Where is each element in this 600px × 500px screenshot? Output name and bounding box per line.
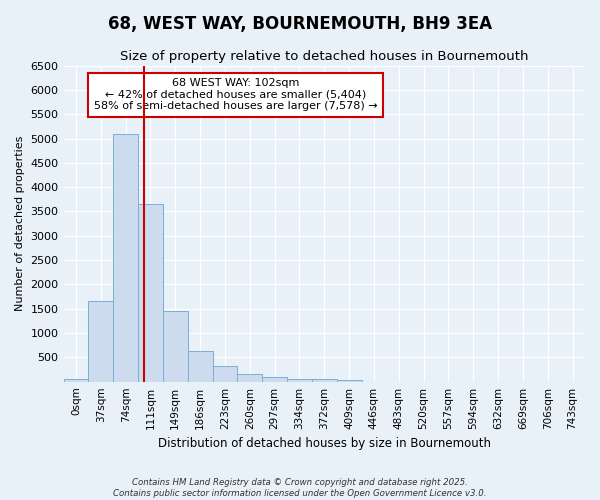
Bar	[138, 204, 163, 382]
Text: 68 WEST WAY: 102sqm
← 42% of detached houses are smaller (5,404)
58% of semi-det: 68 WEST WAY: 102sqm ← 42% of detached ho…	[94, 78, 377, 112]
Text: Contains HM Land Registry data © Crown copyright and database right 2025.
Contai: Contains HM Land Registry data © Crown c…	[113, 478, 487, 498]
X-axis label: Distribution of detached houses by size in Bournemouth: Distribution of detached houses by size …	[158, 437, 491, 450]
Bar	[312, 379, 337, 382]
Title: Size of property relative to detached houses in Bournemouth: Size of property relative to detached ho…	[120, 50, 529, 63]
Bar	[88, 302, 113, 382]
Bar	[262, 377, 287, 382]
Bar	[163, 311, 188, 382]
Bar	[212, 366, 238, 382]
Bar	[337, 380, 362, 382]
Bar	[64, 379, 88, 382]
Bar	[238, 374, 262, 382]
Y-axis label: Number of detached properties: Number of detached properties	[15, 136, 25, 312]
Bar	[287, 379, 312, 382]
Bar	[113, 134, 138, 382]
Bar	[188, 352, 212, 382]
Text: 68, WEST WAY, BOURNEMOUTH, BH9 3EA: 68, WEST WAY, BOURNEMOUTH, BH9 3EA	[108, 15, 492, 33]
